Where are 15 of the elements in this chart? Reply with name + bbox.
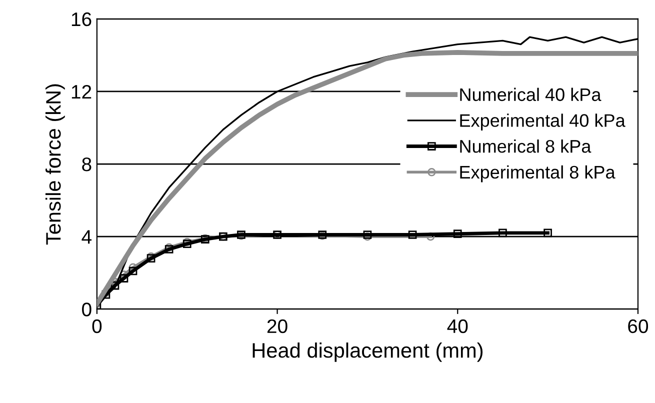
x-tick-label: 60 bbox=[628, 319, 648, 334]
y-tick-label: 4 bbox=[82, 230, 92, 244]
y-axis-title: Tensile force (kN) bbox=[45, 84, 65, 245]
y-tick-label: 16 bbox=[72, 12, 92, 26]
y-tick-label: 0 bbox=[82, 302, 92, 316]
x-axis-title: Head displacement (mm) bbox=[252, 342, 483, 362]
x-tick-label: 40 bbox=[447, 319, 468, 334]
legend-label: Numerical 40 kPa bbox=[460, 88, 602, 102]
legend-label: Numerical 8 kPa bbox=[460, 140, 592, 153]
y-tick-label: 12 bbox=[72, 84, 92, 99]
legend-label: Experimental 40 kPa bbox=[460, 114, 626, 130]
x-tick-label: 0 bbox=[92, 319, 102, 334]
legend-label: Experimental 8 kPa bbox=[460, 165, 616, 182]
x-tick-label: 20 bbox=[267, 319, 288, 334]
y-tick-label: 8 bbox=[82, 157, 92, 172]
